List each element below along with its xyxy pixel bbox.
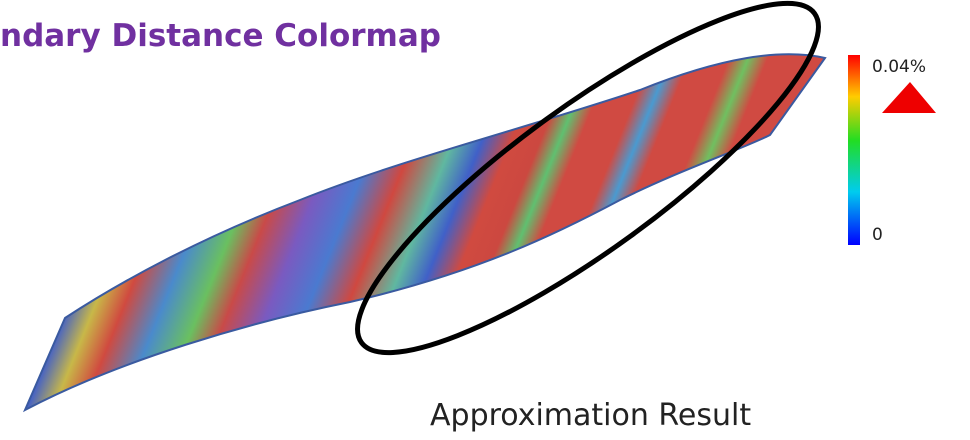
title: ndary Distance Colormap bbox=[0, 18, 441, 54]
surface bbox=[22, 53, 827, 413]
highlight-ellipse bbox=[355, 0, 821, 356]
colorbar-min: 0 bbox=[872, 225, 883, 245]
arrow-up bbox=[882, 82, 936, 113]
caption: Approximation Result bbox=[430, 398, 751, 433]
colorbar-max: 0.04% bbox=[872, 57, 926, 77]
colorbar bbox=[848, 55, 860, 245]
